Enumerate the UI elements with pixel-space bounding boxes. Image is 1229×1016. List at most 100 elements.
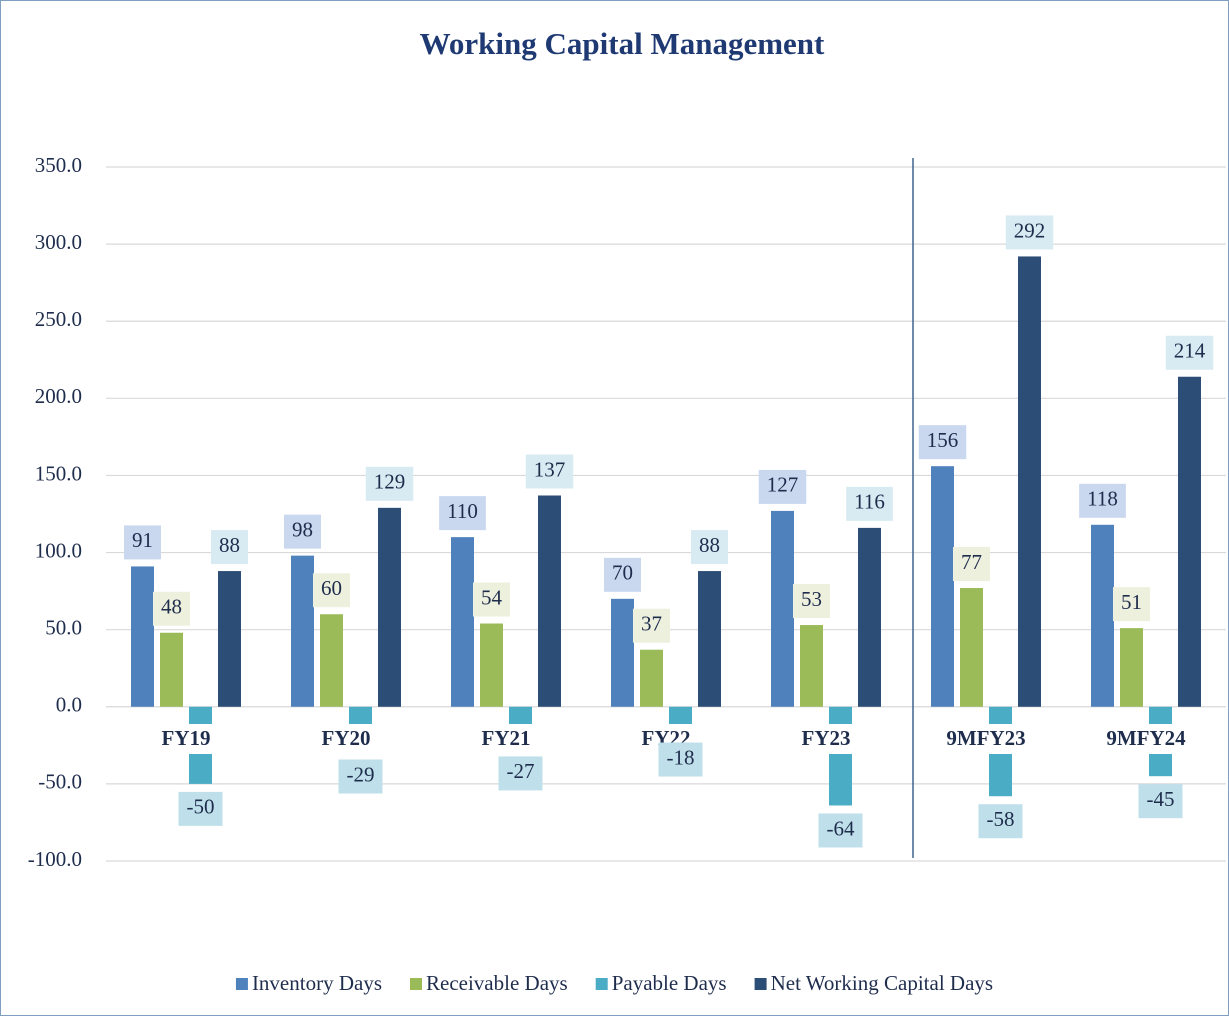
- bar: [320, 614, 343, 707]
- y-tick-label: 300.0: [35, 230, 82, 254]
- legend-swatch: [410, 978, 422, 990]
- data-label-bg: [658, 742, 703, 777]
- y-tick-label: 100.0: [35, 538, 82, 562]
- data-label-bg: [1165, 335, 1214, 370]
- chart-title: Working Capital Management: [420, 26, 825, 61]
- x-tick-label: 9MFY24: [1106, 726, 1186, 750]
- data-label-bg: [1138, 784, 1183, 819]
- data-label: 51: [1121, 590, 1142, 614]
- bar: [858, 527, 881, 707]
- x-tick-label-bg: [1101, 724, 1191, 754]
- bar: [1091, 524, 1114, 707]
- data-label-bg: [1079, 483, 1126, 518]
- x-tick-label: FY19: [162, 726, 211, 750]
- bar: [829, 706, 852, 806]
- data-label-bg: [284, 514, 321, 549]
- legend-label: Receivable Days: [426, 971, 568, 995]
- bar: [131, 566, 154, 707]
- y-tick-label: -50.0: [38, 770, 82, 794]
- data-label: -58: [987, 807, 1015, 831]
- data-label: -50: [187, 795, 215, 819]
- data-label-bg: [211, 530, 248, 565]
- legend-swatch: [754, 978, 767, 990]
- x-tick-label-bg: [156, 724, 216, 754]
- bar: [960, 588, 983, 707]
- bar: [218, 571, 241, 707]
- bar: [291, 555, 314, 707]
- bar: [1120, 628, 1143, 707]
- data-label-bg: [846, 486, 893, 521]
- data-label: 48: [161, 595, 182, 619]
- data-label: 60: [321, 576, 342, 600]
- y-tick-label: 250.0: [35, 307, 82, 331]
- data-label: 91: [132, 528, 153, 552]
- data-label: 53: [801, 587, 822, 611]
- y-tick-label: 200.0: [35, 384, 82, 408]
- legend-swatch: [595, 978, 608, 990]
- bar: [800, 625, 823, 707]
- data-label: 129: [374, 470, 406, 494]
- legend-label: Net Working Capital Days: [771, 971, 993, 995]
- legend-item: Net Working Capital Days: [754, 971, 993, 995]
- bar: [451, 537, 474, 707]
- y-tick-label: -100.0: [28, 847, 82, 871]
- data-label-bg: [978, 804, 1023, 839]
- data-label: -45: [1147, 787, 1175, 811]
- x-tick-label: 9MFY23: [946, 726, 1025, 750]
- data-label-bg: [918, 425, 967, 460]
- data-label: 70: [612, 561, 633, 585]
- data-label-bg: [153, 591, 190, 626]
- y-tick-label: 50.0: [45, 615, 82, 639]
- bar: [538, 495, 561, 707]
- data-label: -64: [827, 816, 855, 840]
- data-label-bg: [1005, 215, 1054, 250]
- data-label: 88: [699, 533, 720, 557]
- legend-label: Inventory Days: [252, 971, 382, 995]
- x-tick-label: FY21: [482, 726, 531, 750]
- data-label-bg: [818, 813, 863, 848]
- bar: [640, 649, 663, 707]
- data-label-bg: [124, 525, 161, 560]
- bar: [378, 507, 401, 707]
- data-label-bg: [758, 469, 807, 504]
- legend-item: Payable Days: [595, 971, 727, 995]
- x-tick-label: FY23: [802, 726, 851, 750]
- data-label-bg: [1113, 587, 1150, 622]
- bar: [698, 571, 721, 707]
- data-label-bg: [691, 530, 728, 565]
- data-label-bg: [365, 466, 414, 501]
- data-label-bg: [604, 557, 641, 592]
- data-label-bg: [313, 573, 350, 608]
- data-label-bg: [498, 756, 543, 791]
- data-label: 98: [292, 517, 313, 541]
- data-label: -27: [507, 759, 535, 783]
- legend-swatch: [235, 978, 248, 990]
- data-label: -18: [667, 745, 695, 769]
- data-label: 127: [767, 473, 799, 497]
- x-tick-label: FY20: [322, 726, 371, 750]
- data-label: 110: [447, 499, 478, 523]
- y-tick-label: 0.0: [56, 693, 82, 717]
- data-label: 214: [1174, 339, 1206, 363]
- bar: [160, 632, 183, 707]
- x-tick-label-bg: [796, 724, 856, 754]
- data-label-bg: [178, 791, 223, 826]
- data-label: 77: [961, 550, 982, 574]
- legend-item: Receivable Days: [410, 971, 568, 995]
- data-label: 37: [641, 612, 662, 636]
- data-label: 54: [481, 585, 503, 609]
- x-tick-label-bg: [316, 724, 376, 754]
- data-label-bg: [793, 584, 830, 619]
- data-label: 116: [854, 490, 885, 514]
- data-label-bg: [525, 454, 574, 489]
- data-label-bg: [439, 496, 486, 531]
- y-tick-label: 150.0: [35, 461, 82, 485]
- bar: [480, 623, 503, 707]
- bar: [771, 510, 794, 707]
- bar: [1178, 376, 1201, 707]
- x-tick-label-bg: [476, 724, 536, 754]
- data-label: 292: [1014, 218, 1046, 242]
- legend-item: Inventory Days: [235, 971, 382, 995]
- data-label: 156: [927, 428, 959, 452]
